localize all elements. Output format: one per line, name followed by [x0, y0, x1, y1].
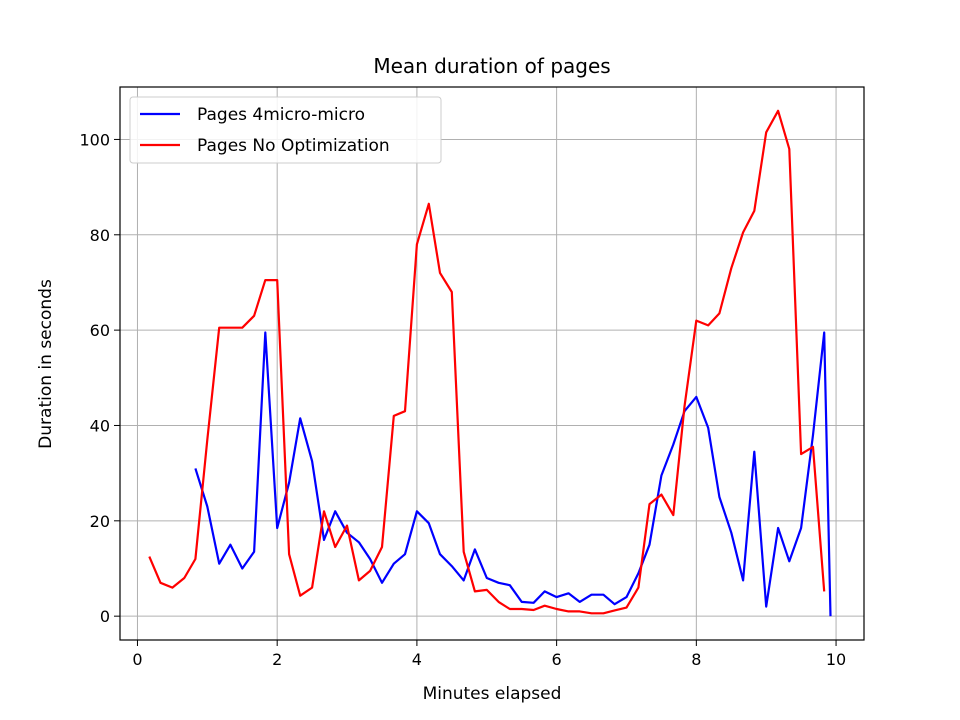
x-tick-label: 0: [132, 650, 142, 669]
grid-lines: [120, 87, 864, 640]
legend-box: [129, 96, 442, 164]
y-axis-label: Duration in seconds: [36, 279, 56, 449]
series-line-2: [148, 109, 826, 615]
chart-title: Mean duration of pages: [373, 54, 610, 78]
y-tick-label: 20: [90, 512, 110, 531]
x-tick-label: 10: [826, 650, 846, 669]
series-line-1: [194, 331, 832, 617]
series-layer: [148, 109, 832, 617]
plot-frame: [119, 86, 865, 641]
x-tick-label: 4: [412, 650, 422, 669]
x-tick-label: 8: [691, 650, 701, 669]
legend: Pages 4micro-micro Pages No Optimization: [129, 96, 442, 164]
x-axis-label: Minutes elapsed: [423, 684, 562, 704]
y-tick-label: 0: [100, 607, 110, 626]
legend-label-series-1: Pages 4micro-micro: [197, 105, 365, 125]
y-tick-label: 100: [79, 130, 110, 149]
x-tick-label: 6: [552, 650, 562, 669]
legend-label-series-2: Pages No Optimization: [197, 136, 390, 156]
x-tick-label: 2: [272, 650, 282, 669]
y-tick-label: 80: [90, 226, 110, 245]
y-tick-label: 60: [90, 321, 110, 340]
y-tick-label: 40: [90, 416, 110, 435]
